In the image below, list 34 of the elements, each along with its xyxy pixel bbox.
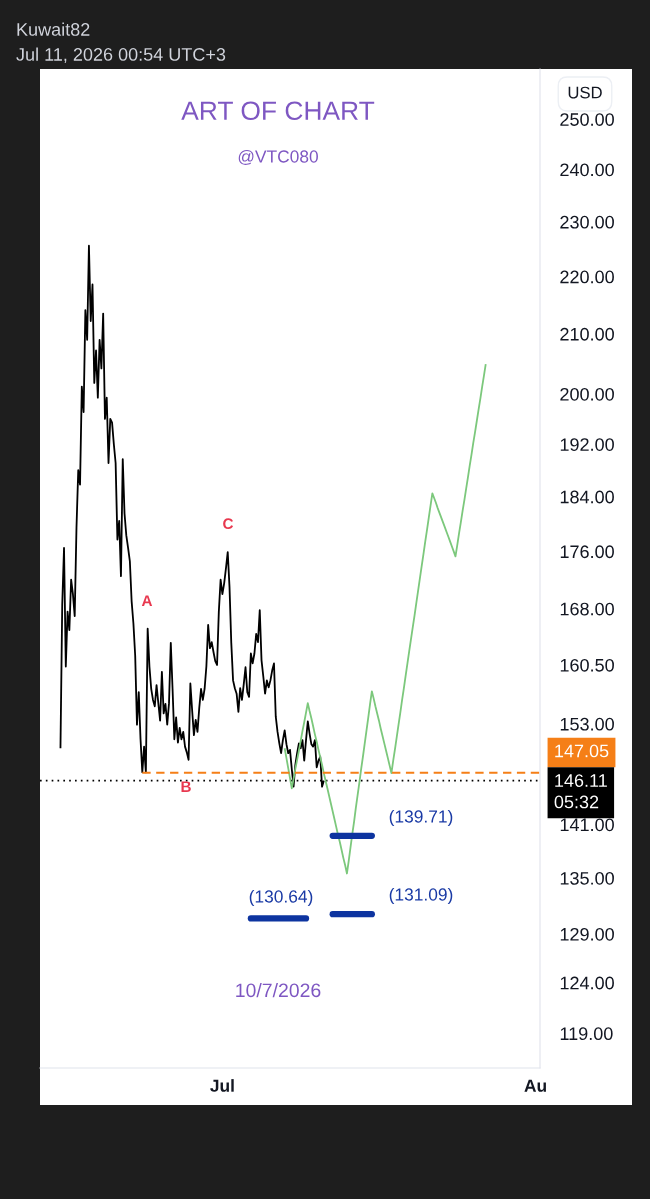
y-axis-title: USD [568,86,602,99]
annotation: (139.71) [389,809,453,827]
y-tick-label: 129.00 [560,927,614,941]
y-tick-label: 119.00 [560,1027,613,1041]
y-tick-label: 160.50 [560,658,614,672]
y-tick-label: 124.00 [560,976,614,990]
annotation: 10/7/2026 [236,982,321,998]
text: Kuwait82 [17,22,90,36]
annotation: A [141,595,153,606]
y-tick-label: 176.00 [560,545,614,559]
annotation: B [181,781,191,792]
annotation: C [223,518,234,530]
data-label: 147.05 [555,744,609,758]
annotation: (131.09) [389,887,453,905]
y-tick-label: 200.00 [560,387,614,401]
y-tick-label: 210.00 [560,327,614,341]
annotation: (130.64) [249,889,313,907]
text: Jul 11, 2026 00:54 UTC+3 [16,47,226,63]
y-tick-label: 230.00 [560,215,614,229]
y-tick-label: 135.00 [560,871,614,885]
y-tick-label: 168.00 [560,602,614,616]
y-tick-label: 250.00 [560,113,614,126]
text: ART OF CHART [181,101,375,121]
y-tick-label: 141.00 [560,818,614,832]
y-tick-label: 184.00 [560,490,614,504]
line-series [283,363,487,875]
y-tick-label: 220.00 [560,270,614,284]
x-tick-label: Au [524,1079,546,1092]
y-tick-label: 153.00 [560,717,614,731]
ref-line-label: 146.11 05:32 [554,774,607,809]
y-tick-label: 240.00 [560,163,614,177]
y-tick-label: 192.00 [560,438,614,451]
text: @VTC080 [238,149,318,165]
x-tick-label: Jul [210,1079,234,1092]
